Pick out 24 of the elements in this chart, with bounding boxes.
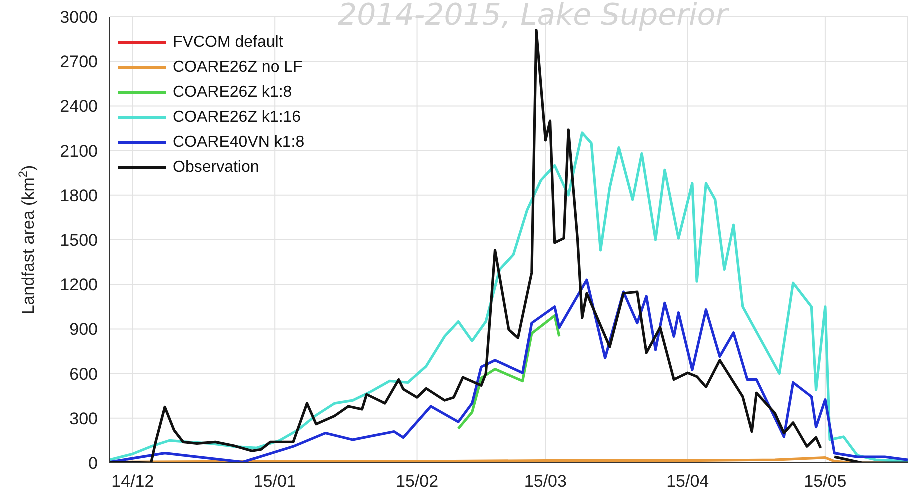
x-tick-label: 15/05 xyxy=(804,472,847,492)
legend-label: COARE26Z k1:16 xyxy=(173,108,302,128)
y-tick-label: 3000 xyxy=(60,8,98,28)
legend-label: FVCOM default xyxy=(173,33,284,53)
x-tick-label: 14/12 xyxy=(112,472,154,492)
y-tick-label: 1800 xyxy=(60,186,98,206)
legend-label: Observation xyxy=(173,158,260,178)
x-tick-label: 15/03 xyxy=(524,472,567,492)
y-tick-label: 2100 xyxy=(60,142,98,161)
legend-label: COARE40VN k1:8 xyxy=(173,133,305,153)
x-tick-label: 15/01 xyxy=(254,472,296,492)
y-tick-label: 1200 xyxy=(60,276,98,295)
y-tick-label: 2700 xyxy=(60,52,98,72)
y-tick-label: 0 xyxy=(88,454,98,474)
y-tick-label: 900 xyxy=(70,320,98,340)
y-tick-label: 600 xyxy=(70,364,98,384)
x-tick-label: 15/04 xyxy=(666,472,710,492)
legend-label: COARE26Z k1:8 xyxy=(173,83,292,103)
y-tick-label: 300 xyxy=(70,409,98,428)
y-tick-label: 1500 xyxy=(60,231,98,250)
y-tick-label: 2400 xyxy=(60,97,98,116)
legend-label: COARE26Z no LF xyxy=(173,58,303,78)
line-series xyxy=(457,314,561,430)
x-tick-label: 15/02 xyxy=(396,472,439,492)
